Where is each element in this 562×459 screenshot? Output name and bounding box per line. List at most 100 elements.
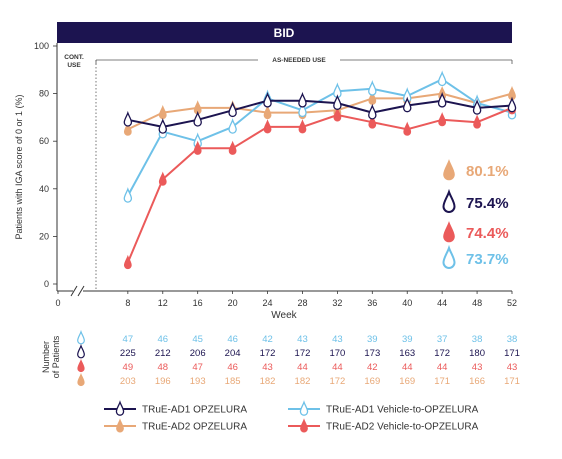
- data-point-ad1_opz: [403, 96, 412, 113]
- y-tick-label: 40: [39, 184, 49, 194]
- phase-label-as-needed: AS-NEEDED USE: [272, 57, 326, 64]
- patient-count-ad1_opz: 172: [434, 348, 450, 359]
- patient-count-ad2_opz: 172: [329, 376, 345, 387]
- patient-count-ad1_opz: 173: [364, 348, 380, 359]
- axis-break-gap: [73, 286, 83, 296]
- final-marker-ad1_vehicle: [442, 244, 456, 269]
- patient-count-ad1_vehicle: 38: [507, 334, 518, 345]
- data-point-ad1_vehicle: [368, 79, 377, 96]
- patient-count-ad2_opz: 196: [155, 376, 171, 387]
- data-point-ad2_vehicle: [333, 107, 342, 122]
- data-point-ad2_vehicle: [263, 119, 272, 134]
- data-point-ad2_vehicle: [228, 140, 237, 155]
- patient-count-ad2_vehicle: 43: [472, 362, 483, 373]
- count-row-marker-ad1_vehicle: [77, 329, 85, 345]
- patient-count-ad1_vehicle: 47: [123, 334, 134, 345]
- patient-count-ad1_vehicle: 39: [367, 334, 378, 345]
- phase-label-continuous-line2: USE: [67, 62, 81, 69]
- data-point-ad2_vehicle: [473, 114, 481, 129]
- x-tick-label: 24: [263, 298, 273, 308]
- y-tick-label: 80: [39, 89, 49, 99]
- x-tick-label: 20: [228, 298, 238, 308]
- phase-label-continuous-line1: CONT.: [64, 54, 84, 61]
- patient-count-ad2_opz: 185: [225, 376, 241, 387]
- y-tick-label: 20: [39, 231, 49, 241]
- patient-count-ad1_vehicle: 39: [402, 334, 413, 345]
- patient-count-ad2_vehicle: 49: [123, 362, 134, 373]
- x-tick-label: 0: [55, 298, 60, 308]
- patient-count-ad2_opz: 171: [434, 376, 450, 387]
- x-tick-label: 36: [367, 298, 377, 308]
- counts-label-line2: of Patients: [51, 335, 61, 378]
- x-tick-label: 16: [193, 298, 203, 308]
- patient-count-ad2_opz: 169: [364, 376, 380, 387]
- x-axis-title: Week: [271, 310, 297, 321]
- data-point-ad1_opz: [123, 110, 133, 127]
- patient-count-ad1_vehicle: 38: [472, 334, 483, 345]
- final-values: 80.1% 75.4% 74.4% 73.7%: [442, 159, 509, 269]
- data-point-ad1_opz: [298, 91, 307, 108]
- legend-label-ad2_vehicle: TRuE-AD2 Vehicle-to-OPZELURA: [326, 422, 479, 433]
- patient-count-ad2_vehicle: 44: [437, 362, 448, 373]
- final-value-ad2_opz: 80.1%: [466, 163, 509, 180]
- data-point-ad2_vehicle: [438, 112, 447, 127]
- data-point-ad1_opz: [472, 99, 482, 115]
- final-marker-ad2_vehicle: [443, 221, 455, 243]
- y-axis-title: Patients with IGA score of 0 or 1 (%): [14, 94, 24, 239]
- patient-count-ad1_vehicle: 46: [227, 334, 238, 345]
- count-row-marker-ad1_opz: [77, 343, 85, 359]
- y-tick-label: 60: [39, 136, 49, 146]
- series-line-ad2_vehicle: [126, 106, 513, 263]
- patient-count-ad2_vehicle: 43: [262, 362, 273, 373]
- patient-count-ad1_vehicle: 46: [157, 334, 168, 345]
- count-row-marker-ad2_vehicle: [77, 358, 85, 373]
- patient-counts-table: 47 46 45 46 42 43 43 39 39 37 38 38 225 212 206 204 172 1…: [77, 329, 520, 387]
- y-tick-label: 100: [34, 41, 49, 51]
- series-line-ad1_vehicle: [126, 78, 513, 197]
- patient-count-ad2_vehicle: 44: [297, 362, 308, 373]
- data-point-ad1_vehicle: [228, 118, 237, 134]
- patient-count-ad2_opz: 193: [190, 376, 206, 387]
- patient-count-ad1_vehicle: 43: [332, 334, 343, 345]
- data-point-ad1_opz: [263, 91, 272, 108]
- patient-count-ad2_vehicle: 48: [157, 362, 168, 373]
- patient-count-ad2_opz: 203: [120, 376, 136, 387]
- legend-label-ad1_vehicle: TRuE-AD1 Vehicle-to-OPZELURA: [326, 405, 479, 416]
- series-layer: [123, 70, 517, 270]
- data-point-ad2_opz: [123, 121, 132, 136]
- patient-count-ad2_opz: 169: [399, 376, 415, 387]
- patient-count-ad2_opz: 182: [295, 376, 311, 387]
- patient-count-ad2_vehicle: 44: [332, 362, 343, 373]
- x-tick-label: 12: [158, 298, 168, 308]
- final-marker-ad2_opz: [443, 159, 455, 181]
- x-tick-label: 44: [437, 298, 447, 308]
- patient-count-ad1_opz: 212: [155, 348, 171, 359]
- final-marker-ad1_opz: [442, 188, 456, 213]
- data-point-ad1_opz: [333, 94, 342, 110]
- data-point-ad1_vehicle: [298, 101, 307, 118]
- data-point-ad2_vehicle: [193, 140, 202, 155]
- counts-label-line1: Number: [41, 341, 51, 373]
- legend-marker-ad1_opz: [115, 400, 125, 416]
- x-tick-label: 52: [507, 298, 517, 308]
- data-point-ad1_opz: [368, 103, 377, 120]
- final-value-ad1_vehicle: 73.7%: [466, 251, 509, 268]
- data-point-ad1_opz: [158, 118, 167, 134]
- patient-count-ad1_opz: 171: [504, 348, 520, 359]
- patient-count-ad1_opz: 225: [120, 348, 136, 359]
- legend-label-ad1_opz: TRuE-AD1 OPZELURA: [142, 405, 247, 416]
- patient-count-ad2_vehicle: 44: [402, 362, 413, 373]
- count-row-marker-ad2_opz: [77, 372, 85, 387]
- patient-count-ad1_opz: 170: [329, 348, 345, 359]
- data-point-ad2_opz: [263, 104, 272, 120]
- patient-count-ad1_opz: 172: [295, 348, 311, 359]
- x-tick-label: 40: [402, 298, 412, 308]
- patient-count-ad1_vehicle: 43: [297, 334, 308, 345]
- chart-title: BID: [274, 26, 295, 40]
- patient-count-ad1_opz: 163: [399, 348, 415, 359]
- legend-marker-ad2_vehicle: [300, 418, 308, 433]
- legend-marker-ad2_opz: [116, 418, 124, 433]
- data-point-ad2_vehicle: [123, 254, 132, 270]
- axis-ticks: 0 8 12 16 20 24 28 32 36 40 44 48 52 0 20 40 60 80 100: [34, 41, 517, 308]
